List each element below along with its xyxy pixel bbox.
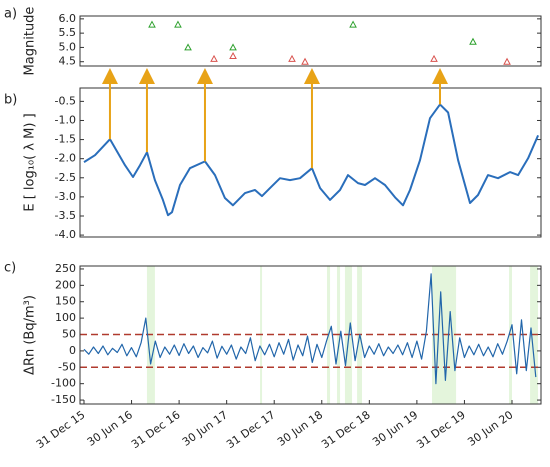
x-tick-label: 30 Jun 19 bbox=[370, 408, 420, 449]
axes-box bbox=[79, 87, 542, 238]
y-axis-label: E [ log₁₀( λ M) ] bbox=[23, 113, 38, 211]
y-tick-label: -50 bbox=[58, 360, 76, 373]
y-axis-label: ΔRn (Bq/m³) bbox=[23, 295, 38, 375]
y-tick-label: -4.0 bbox=[55, 228, 76, 241]
y-tick-label: -100 bbox=[51, 377, 76, 390]
axes-box bbox=[79, 15, 542, 67]
y-tick-label: 5.5 bbox=[59, 26, 77, 39]
x-tick-label: 30 Jun 16 bbox=[85, 408, 135, 449]
y-tick-label: -3.0 bbox=[55, 190, 76, 203]
panel-label: c) bbox=[4, 261, 16, 276]
y-tick-label: 6.0 bbox=[59, 12, 77, 25]
arrow-head bbox=[303, 68, 320, 84]
x-tick-label: 31 Dec 18 bbox=[319, 408, 373, 451]
marker bbox=[349, 20, 357, 28]
y-tick-label: 4.5 bbox=[59, 55, 77, 68]
x-tick-label: 31 Dec 16 bbox=[129, 408, 183, 451]
arrow-head bbox=[196, 68, 213, 84]
marker bbox=[229, 51, 237, 59]
y-tick-label: -0.5 bbox=[55, 94, 76, 107]
arrow-head bbox=[431, 68, 448, 84]
marker bbox=[184, 43, 192, 51]
y-axis-label: Magnitude bbox=[23, 7, 38, 76]
x-tick-label: 31 Dec 15 bbox=[34, 408, 88, 451]
y-tick-label: -2.0 bbox=[55, 152, 76, 165]
y-tick-label: 150 bbox=[55, 295, 76, 308]
marker bbox=[148, 20, 156, 28]
x-tick-label: 31 Dec 19 bbox=[414, 408, 468, 451]
arrow-head bbox=[101, 68, 118, 84]
y-tick-label: 250 bbox=[55, 262, 76, 275]
y-tick-label: -2.5 bbox=[55, 171, 76, 184]
marker bbox=[430, 54, 438, 62]
marker bbox=[229, 43, 237, 51]
x-tick-label: 30 Jun 17 bbox=[180, 408, 230, 449]
arrow-head bbox=[138, 68, 155, 84]
y-tick-label: 5.0 bbox=[59, 40, 77, 53]
y-tick-label: 100 bbox=[55, 311, 76, 324]
x-tick-label: 30 Jun 20 bbox=[465, 408, 515, 449]
y-tick-label: -3.5 bbox=[55, 209, 76, 222]
panel-label: b) bbox=[4, 93, 17, 108]
y-tick-label: -1.0 bbox=[55, 113, 76, 126]
marker bbox=[503, 57, 511, 65]
data-line bbox=[83, 273, 537, 385]
marker bbox=[288, 54, 296, 62]
y-tick-label: 50 bbox=[62, 328, 76, 341]
marker bbox=[174, 20, 182, 28]
marker bbox=[469, 37, 477, 45]
x-tick-label: 31 Dec 17 bbox=[224, 408, 278, 451]
x-tick-label: 30 Jun 18 bbox=[275, 408, 325, 449]
y-tick-label: -150 bbox=[51, 393, 76, 406]
y-tick-label: 0 bbox=[69, 344, 76, 357]
marker bbox=[301, 57, 309, 65]
panel-label: a) bbox=[4, 7, 17, 22]
axes-box bbox=[79, 265, 542, 405]
marker bbox=[210, 54, 218, 62]
y-tick-label: 200 bbox=[55, 278, 76, 291]
y-tick-label: -1.5 bbox=[55, 133, 76, 146]
